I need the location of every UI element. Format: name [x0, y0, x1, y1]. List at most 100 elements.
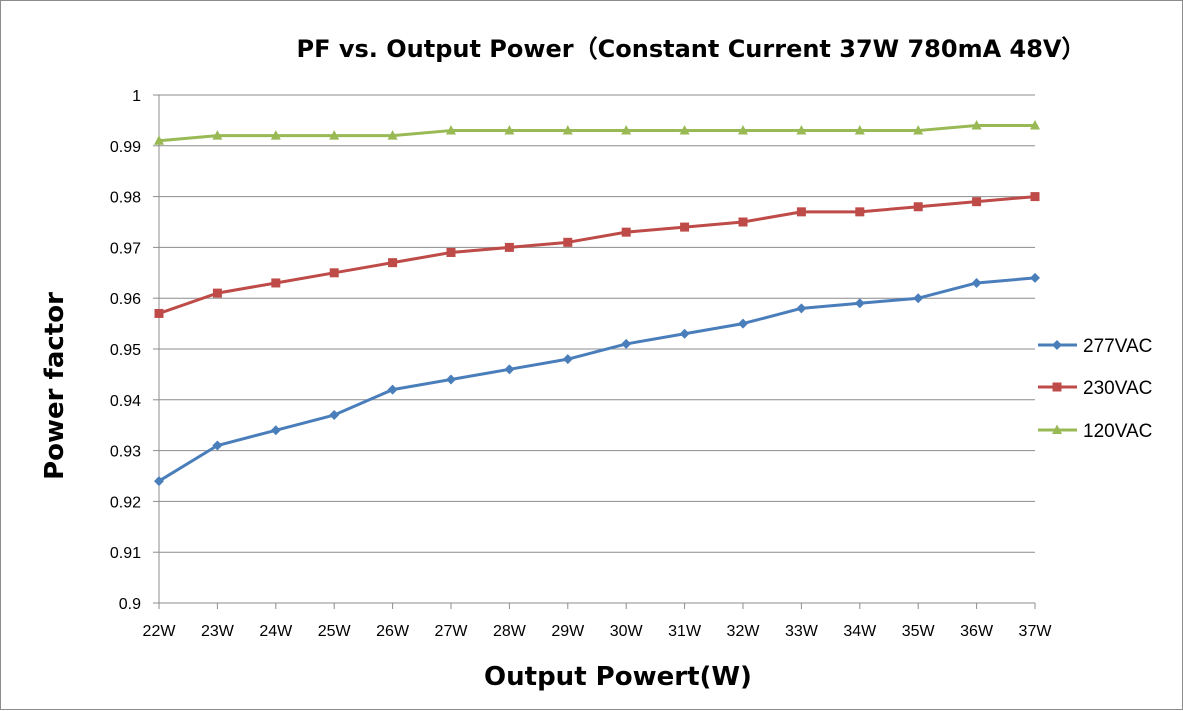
data-point-230vac	[388, 258, 398, 268]
data-point-277vac	[387, 384, 398, 395]
data-point-230vac	[621, 227, 631, 237]
y-tick-label: 0.98	[110, 190, 141, 207]
y-tick-label: 0.99	[110, 139, 141, 156]
data-point-277vac	[913, 293, 924, 304]
data-point-277vac	[679, 328, 690, 339]
data-point-277vac	[854, 298, 865, 309]
data-point-230vac	[972, 197, 982, 207]
x-tick-label: 27W	[435, 623, 469, 640]
data-point-230vac	[563, 237, 573, 247]
data-point-230vac	[913, 202, 923, 212]
data-point-277vac	[796, 303, 807, 314]
y-axis-title: Power factor	[40, 292, 70, 480]
data-point-230vac	[446, 247, 456, 257]
data-point-120vac	[971, 119, 982, 130]
data-point-230vac	[738, 217, 748, 227]
x-tick-label: 25W	[318, 623, 352, 640]
data-point-120vac	[679, 125, 690, 135]
series-277vac	[154, 272, 1040, 487]
data-point-230vac	[855, 207, 865, 217]
x-tick-label: 37W	[1019, 623, 1053, 640]
data-point-277vac	[971, 277, 982, 288]
y-tick-label: 0.94	[110, 393, 141, 410]
legend-label-277vac: 277VAC	[1083, 336, 1152, 357]
data-point-277vac	[270, 425, 281, 436]
y-tick-label: 1	[132, 88, 141, 105]
y-tick-label: 0.91	[110, 545, 141, 562]
y-tick-label: 0.97	[110, 240, 141, 257]
series-line-120vac	[158, 123, 1035, 143]
data-point-120vac	[913, 125, 924, 135]
y-tick-label: 0.93	[110, 444, 141, 461]
x-tick-label: 32W	[727, 623, 761, 640]
x-tick-label: 29W	[551, 623, 585, 640]
data-point-120vac	[504, 125, 515, 135]
data-point-277vac	[212, 440, 223, 451]
series-230vac	[154, 192, 1040, 318]
data-point-230vac	[329, 268, 339, 278]
y-tick-label: 0.92	[110, 494, 141, 511]
x-tick-labels: 22W 23W 24W 25W 26W 27W 28W 29W 30W 31W 32W 33W 34W 3…	[143, 623, 1053, 640]
data-point-230vac	[796, 207, 806, 217]
x-tick-label: 30W	[610, 623, 644, 640]
data-point-120vac	[796, 125, 807, 135]
data-point-230vac	[271, 278, 281, 288]
legend-item-277vac: 277VAC	[1038, 336, 1152, 357]
data-point-120vac	[562, 125, 573, 135]
y-tick-label: 0.96	[110, 291, 141, 308]
legend-item-120vac: 120VAC	[1038, 421, 1152, 442]
data-point-277vac	[504, 364, 515, 375]
data-point-230vac	[212, 288, 222, 298]
x-tick-label: 28W	[493, 623, 527, 640]
data-point-120vac	[329, 130, 340, 140]
data-point-230vac	[154, 308, 164, 318]
x-tick-label: 24W	[259, 623, 293, 640]
series-line-230vac	[158, 195, 1036, 315]
series-line-277vac	[158, 276, 1036, 483]
data-point-120vac	[270, 130, 281, 140]
x-tick-label: 34W	[843, 623, 877, 640]
legend-item-230vac: 230VAC	[1038, 378, 1152, 399]
gridlines	[159, 94, 1035, 553]
data-point-230vac	[680, 222, 690, 232]
data-point-120vac	[1030, 119, 1040, 130]
data-point-277vac	[738, 318, 748, 329]
chart-title: PF vs. Output Power（Constant Current 37W…	[296, 35, 1085, 63]
data-point-230vac	[504, 242, 514, 252]
data-point-277vac	[562, 354, 573, 365]
x-tick-label: 35W	[902, 623, 936, 640]
x-tick-label: 23W	[201, 623, 235, 640]
x-axis-title: Output Powert(W)	[484, 662, 752, 692]
data-point-120vac	[738, 125, 748, 135]
y-tick-label: 0.9	[119, 596, 141, 613]
x-tick-label: 31W	[668, 623, 702, 640]
legend: 277VAC 230VAC 120VAC	[1038, 336, 1152, 442]
y-tick-label: 0.95	[110, 342, 141, 359]
legend-label-230vac: 230VAC	[1083, 378, 1152, 399]
data-point-277vac	[621, 338, 632, 349]
data-point-277vac	[446, 374, 456, 385]
legend-marker-230vac	[1052, 382, 1062, 392]
data-point-277vac	[329, 410, 340, 421]
series-120vac	[154, 119, 1040, 145]
axes	[153, 94, 1036, 609]
x-tick-label: 33W	[785, 623, 819, 640]
x-tick-label: 26W	[376, 623, 410, 640]
legend-marker-277vac	[1052, 340, 1062, 350]
data-point-120vac	[154, 135, 164, 145]
data-point-120vac	[854, 125, 865, 135]
data-point-120vac	[387, 130, 398, 140]
x-tick-label: 36W	[960, 623, 994, 640]
y-tick-labels: 0.9 0.91 0.92 0.93 0.94 0.95 0.96 0.97 0.98 0.99 1	[110, 88, 141, 613]
data-point-120vac	[621, 125, 632, 135]
data-point-230vac	[1030, 192, 1040, 202]
legend-marker-120vac	[1052, 424, 1062, 434]
data-point-120vac	[212, 130, 223, 140]
data-point-277vac	[1030, 272, 1040, 283]
data-point-277vac	[154, 476, 164, 487]
data-point-120vac	[446, 125, 456, 135]
x-tick-label: 22W	[143, 623, 177, 640]
legend-label-120vac: 120VAC	[1083, 421, 1152, 442]
